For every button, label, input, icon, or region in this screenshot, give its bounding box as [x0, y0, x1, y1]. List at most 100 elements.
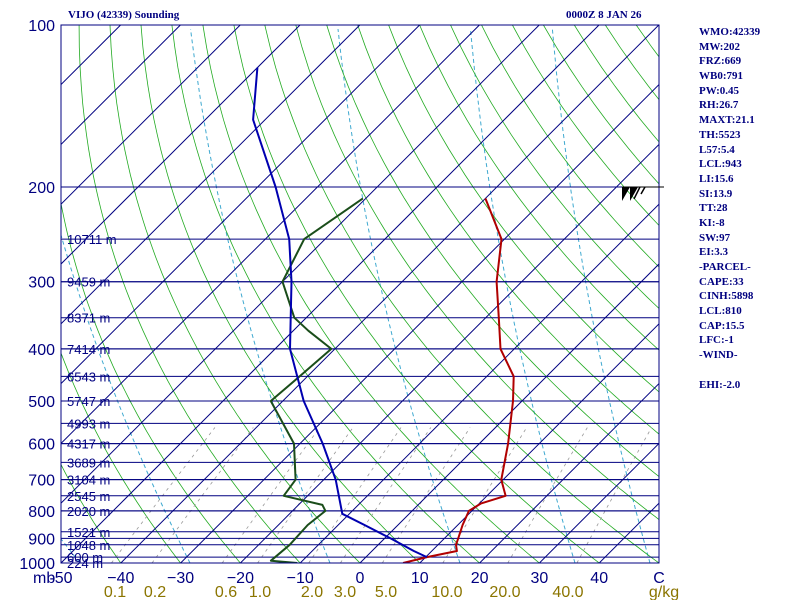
index-item: EI:3.3	[699, 246, 729, 259]
index-item: -WIND-	[699, 349, 738, 362]
dry-adiabat	[450, 25, 659, 309]
pressure-label: 1000	[19, 556, 55, 573]
isotherm	[120, 25, 659, 563]
stability-index-list: WMO:42339 MW:202 FRZ:669 WB0:791 PW:0.45 RH:2…	[699, 25, 760, 392]
pressure-label: 200	[28, 180, 55, 197]
index-item: CINH:5898	[699, 290, 754, 303]
isotherm	[61, 25, 301, 265]
height-label: 2020 m	[67, 504, 110, 519]
wind-barbs	[622, 186, 664, 201]
mixing-ratio-label: 2.0	[301, 584, 323, 600]
temperature-tick-label: 20	[471, 570, 489, 587]
isotherm	[61, 25, 480, 445]
pressure-label: 800	[28, 504, 55, 521]
dry-adiabat	[388, 25, 659, 393]
mixing-ratio-label: 40.0	[552, 584, 583, 600]
index-item: TH:5523	[699, 128, 741, 141]
pressure-label: 600	[28, 437, 55, 454]
index-item: KI:-8	[699, 216, 725, 229]
background-lines	[61, 25, 800, 574]
height-label: 224 m	[67, 556, 103, 571]
index-item: TT:28	[699, 202, 728, 215]
index-item: -PARCEL-	[699, 261, 751, 273]
isotherm	[61, 25, 420, 385]
pressure-label: 300	[28, 275, 55, 292]
wind-barb-pennant	[630, 186, 638, 201]
isotherm	[179, 83, 659, 563]
mixing-ratio-label: 5.0	[375, 584, 397, 600]
index-item: RH:26.7	[699, 99, 739, 112]
moist-adiabat	[61, 233, 191, 563]
chart-title: VIJO (42339) Sounding	[68, 9, 180, 21]
dry-adiabat	[202, 25, 541, 563]
isotherm	[299, 203, 659, 563]
index-item: LI:15.6	[699, 172, 734, 185]
temperature-tick-label: −20	[227, 570, 254, 587]
isotherm	[419, 323, 659, 563]
mixing-ratio-label: 20.0	[489, 584, 520, 600]
height-label: 3104 m	[67, 473, 110, 488]
height-label: 9459 m	[67, 275, 110, 290]
x-axis-label-right: g/kg	[649, 584, 679, 600]
moist-adiabat	[337, 28, 461, 563]
index-item: LCL:943	[699, 158, 742, 171]
index-item: L57:5.4	[699, 143, 735, 156]
isotherm	[61, 25, 361, 325]
dry-adiabat	[295, 25, 659, 521]
index-item: WMO:42339	[699, 26, 761, 38]
isotherm	[359, 263, 659, 563]
index-item: SW:97	[699, 231, 731, 244]
height-label: 1048 m	[67, 538, 110, 553]
temperature-tick-label: 10	[411, 570, 429, 587]
isotherm	[538, 442, 659, 563]
height-label: 3689 m	[67, 455, 110, 470]
dry-adiabat	[419, 25, 659, 351]
dry-adiabat	[791, 25, 800, 574]
index-item: FRZ:669	[699, 55, 742, 68]
sounding-datetime: 0000Z 8 JAN 26	[566, 9, 642, 21]
height-label: 600 m	[67, 550, 103, 565]
pressure-label: 900	[28, 531, 55, 548]
index-item: PW:0.45	[699, 84, 740, 97]
dry-adiabat	[171, 25, 481, 563]
dry-adiabat	[61, 351, 182, 563]
mixing-ratio-line	[576, 427, 652, 563]
index-item: MW:202	[699, 40, 740, 53]
height-label: 10711 m	[67, 232, 117, 247]
dry-adiabat	[140, 25, 421, 563]
mixing-ratio-label: 0.6	[215, 584, 237, 600]
mixing-ratio-label: 3.0	[334, 584, 356, 600]
profiles	[252, 67, 515, 563]
temperature-tick-label: −10	[287, 570, 314, 587]
dry-adiabat	[326, 25, 659, 478]
parcel-profile	[252, 67, 428, 559]
mixing-ratio-label: 0.1	[104, 584, 126, 600]
temperature-tick-label: C	[653, 570, 665, 587]
mixing-ratio-label: 10.0	[431, 584, 462, 600]
pressure-label: 100	[28, 18, 55, 35]
pressure-label: 500	[28, 394, 55, 411]
height-label: 4993 m	[67, 416, 110, 431]
temperature-tick-label: −30	[167, 570, 194, 587]
isotherm	[61, 25, 600, 563]
index-item: LCL:810	[699, 305, 742, 318]
index-item: WB0:791	[699, 70, 743, 83]
height-label: 6543 m	[67, 369, 110, 384]
temperature-tick-label: 40	[590, 570, 608, 587]
dry-adiabat	[61, 463, 122, 563]
index-item: SI:13.9	[699, 187, 733, 200]
dry-adiabat	[61, 562, 62, 563]
temperature-tick-label: -50	[49, 570, 72, 587]
height-label: 1521 m	[67, 525, 110, 540]
isotherm	[61, 25, 241, 205]
pressure-label: 700	[28, 473, 55, 490]
temperature-tick-label: 0	[356, 570, 365, 587]
dry-adiabat	[61, 201, 241, 563]
plot-frame	[60, 24, 660, 564]
dry-adiabat	[760, 25, 800, 574]
isotherm	[478, 382, 659, 563]
height-label: 2545 m	[67, 489, 110, 504]
moist-adiabat	[551, 28, 651, 563]
index-item: EHI:-2.0	[699, 378, 741, 391]
